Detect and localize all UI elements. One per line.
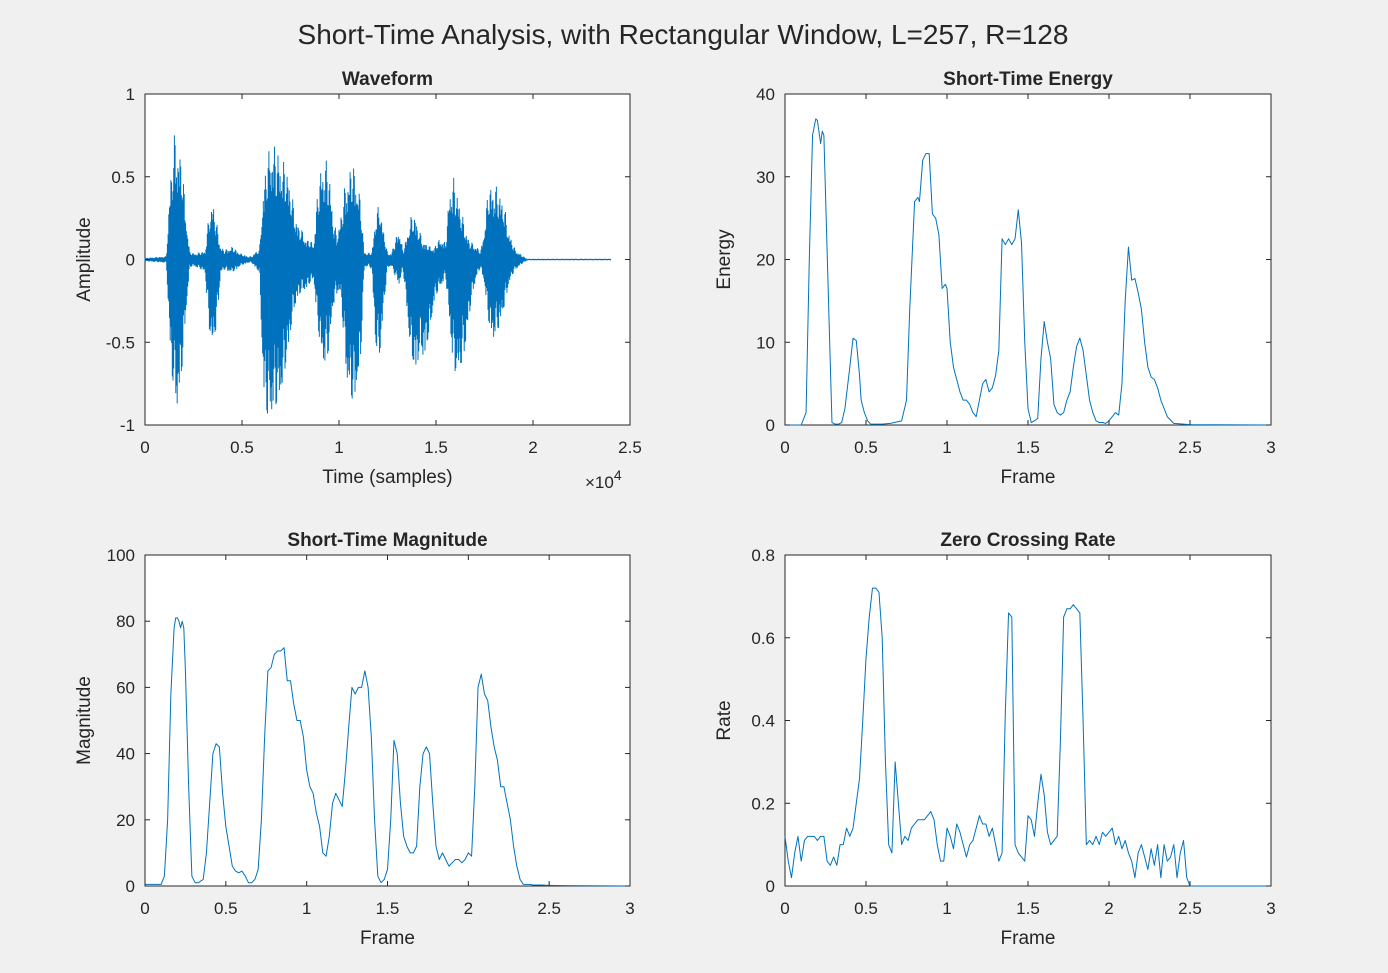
zcr-xtick-label: 1.5: [1016, 899, 1040, 918]
energy-xtick-label: 2.5: [1178, 438, 1202, 457]
zcr-xtick-label: 0: [780, 899, 789, 918]
zcr-title: Zero Crossing Rate: [940, 530, 1115, 551]
magnitude-xtick-label: 3: [625, 899, 634, 918]
waveform-ytick-label: 1: [126, 85, 135, 104]
waveform-ytick-label: 0: [126, 251, 135, 270]
energy-xtick-label: 0.5: [854, 438, 878, 457]
magnitude-xlabel: Frame: [360, 928, 415, 949]
waveform-ytick-label: -0.5: [106, 333, 135, 352]
zcr-xtick-label: 1: [942, 899, 951, 918]
waveform-axes: 0 0.5 1 1.5 2 2.5 -1 -0.5 0 0.5 1 Waveform Time (sam…: [74, 69, 642, 492]
waveform-ytick-label: 0.5: [111, 168, 135, 187]
energy-series-line: [785, 118, 1272, 426]
waveform-xtick-label: 2: [528, 438, 537, 457]
magnitude-ytick-label: 60: [116, 678, 135, 697]
zcr-xtick-label: 2: [1104, 899, 1113, 918]
waveform-title: Waveform: [342, 69, 433, 90]
energy-ytick-label: 20: [756, 251, 775, 270]
energy-ytick-label: 30: [756, 168, 775, 187]
zcr-ytick-label: 0: [766, 877, 775, 896]
magnitude-xtick-label: 1: [302, 899, 311, 918]
figure-suptitle: Short-Time Analysis, with Rectangular Wi…: [298, 19, 1069, 50]
magnitude-series-line: [145, 617, 631, 887]
energy-xlabel: Frame: [1001, 467, 1056, 488]
energy-xtick-label: 1: [942, 438, 951, 457]
magnitude-title: Short-Time Magnitude: [287, 530, 487, 551]
zcr-ytick-label: 0.8: [751, 546, 775, 565]
waveform-ytick-label: -1: [120, 416, 135, 435]
energy-ylabel: Energy: [714, 229, 735, 290]
zcr-ytick-label: 0.4: [751, 712, 775, 731]
waveform-xtick-label: 0.5: [230, 438, 254, 457]
energy-xtick-label: 3: [1266, 438, 1275, 457]
magnitude-ytick-label: 20: [116, 811, 135, 830]
magnitude-plot-area: [144, 554, 631, 887]
energy-plot-area: [784, 93, 1272, 426]
zcr-axes: 0 0.5 1 1.5 2 2.5 3 0 0.2 0.4 0.6 0.8 Zero Crossing …: [714, 530, 1276, 949]
zcr-ytick-label: 0.6: [751, 629, 775, 648]
magnitude-xtick-label: 0.5: [214, 899, 238, 918]
waveform-xtick-label: 0: [140, 438, 149, 457]
energy-ytick-label: 10: [756, 333, 775, 352]
magnitude-xtick-label: 0: [140, 899, 149, 918]
zcr-xtick-label: 0.5: [854, 899, 878, 918]
zcr-plot-area: [784, 554, 1272, 887]
waveform-ylabel: Amplitude: [74, 217, 95, 302]
magnitude-ylabel: Magnitude: [74, 676, 95, 765]
zcr-xlabel: Frame: [1001, 928, 1056, 949]
magnitude-ytick-label: 80: [116, 612, 135, 631]
magnitude-xtick-label: 2: [464, 899, 473, 918]
energy-title: Short-Time Energy: [943, 69, 1113, 90]
waveform-xtick-label: 1: [334, 438, 343, 457]
magnitude-ytick-label: 0: [126, 877, 135, 896]
waveform-x-exponent: ×104: [585, 467, 622, 492]
waveform-xlabel: Time (samples): [322, 467, 452, 488]
energy-ytick-label: 0: [766, 416, 775, 435]
zcr-ytick-label: 0.2: [751, 794, 775, 813]
waveform-xtick-label: 1.5: [424, 438, 448, 457]
magnitude-ytick-label: 100: [107, 546, 135, 565]
waveform-xtick-label: 2.5: [618, 438, 642, 457]
magnitude-ytick-label: 40: [116, 745, 135, 764]
magnitude-xtick-label: 1.5: [376, 899, 400, 918]
zcr-xtick-label: 2.5: [1178, 899, 1202, 918]
zcr-series-line: [784, 587, 1271, 887]
energy-xtick-label: 0: [780, 438, 789, 457]
energy-ytick-label: 40: [756, 85, 775, 104]
zcr-ylabel: Rate: [714, 700, 735, 740]
magnitude-axes: 0 0.5 1 1.5 2 2.5 3 0 20 40 60 80 100 Short-Time Magn…: [74, 530, 635, 949]
energy-xtick-label: 2: [1104, 438, 1113, 457]
zcr-xtick-label: 3: [1266, 899, 1275, 918]
energy-xtick-label: 1.5: [1016, 438, 1040, 457]
magnitude-xtick-label: 2.5: [537, 899, 561, 918]
